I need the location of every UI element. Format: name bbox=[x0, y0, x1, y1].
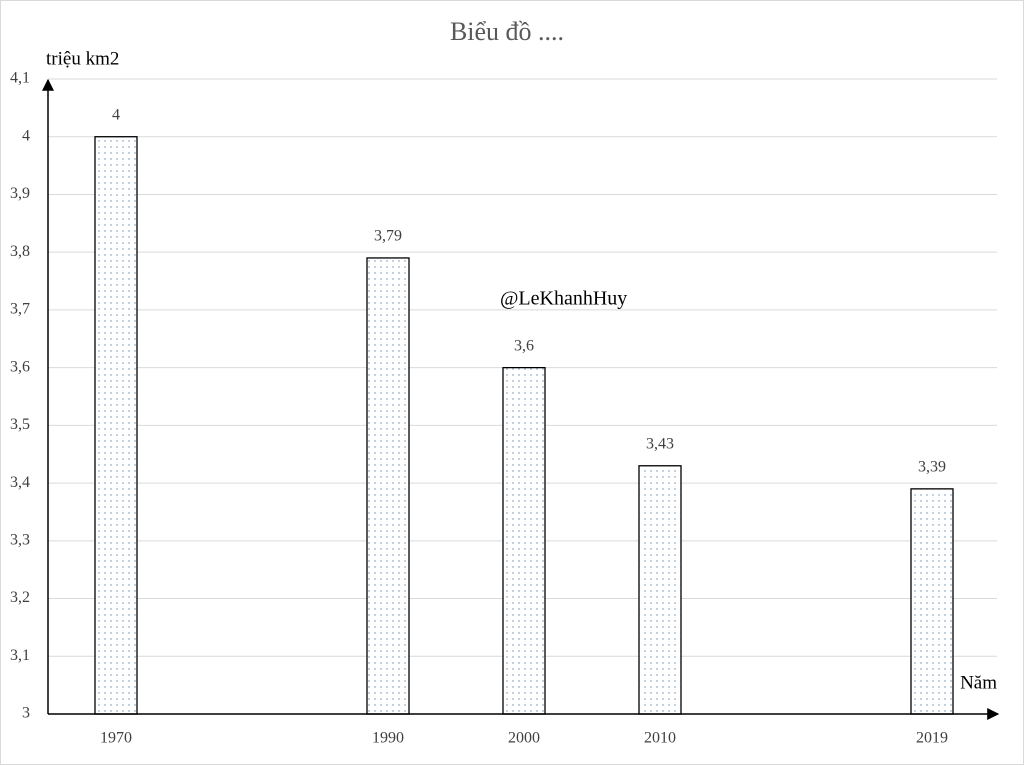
y-tick-label: 4,1 bbox=[10, 70, 30, 87]
bar bbox=[502, 366, 546, 715]
x-tick-label: 2010 bbox=[644, 730, 676, 747]
y-tick-label: 3,1 bbox=[10, 647, 30, 664]
data-label: 3,39 bbox=[918, 459, 946, 476]
x-tick-label: 2019 bbox=[916, 730, 948, 747]
y-tick-label: 3,2 bbox=[10, 589, 30, 606]
bar bbox=[366, 257, 410, 715]
y-tick-label: 3,8 bbox=[10, 243, 30, 260]
bar bbox=[910, 488, 954, 715]
chart-title: Biểu đồ .... bbox=[450, 17, 564, 46]
x-tick-label: 1970 bbox=[100, 730, 132, 747]
data-label: 4 bbox=[112, 106, 120, 123]
y-tick-label: 3,6 bbox=[10, 358, 30, 375]
data-label: 3,6 bbox=[514, 337, 534, 354]
x-tick-label: 2000 bbox=[508, 730, 540, 747]
x-axis-label: Năm bbox=[960, 672, 997, 693]
data-label: 3,43 bbox=[646, 435, 674, 452]
plot bbox=[94, 136, 954, 715]
y-tick-label: 3,9 bbox=[10, 185, 30, 202]
y-tick-label: 3,7 bbox=[10, 301, 30, 318]
annotation: @LeKhanhHuy bbox=[500, 288, 627, 310]
y-tick-label: 3,3 bbox=[10, 531, 30, 548]
y-axis-label: triệu km2 bbox=[46, 48, 119, 69]
bar bbox=[94, 136, 138, 715]
bar bbox=[638, 465, 682, 715]
y-tick-label: 3,5 bbox=[10, 416, 30, 433]
data-label: 3,79 bbox=[374, 228, 402, 245]
y-tick-label: 3,4 bbox=[10, 474, 30, 491]
y-tick-label: 3 bbox=[22, 705, 30, 722]
y-tick-label: 4 bbox=[22, 127, 30, 144]
x-tick-label: 1990 bbox=[372, 730, 404, 747]
